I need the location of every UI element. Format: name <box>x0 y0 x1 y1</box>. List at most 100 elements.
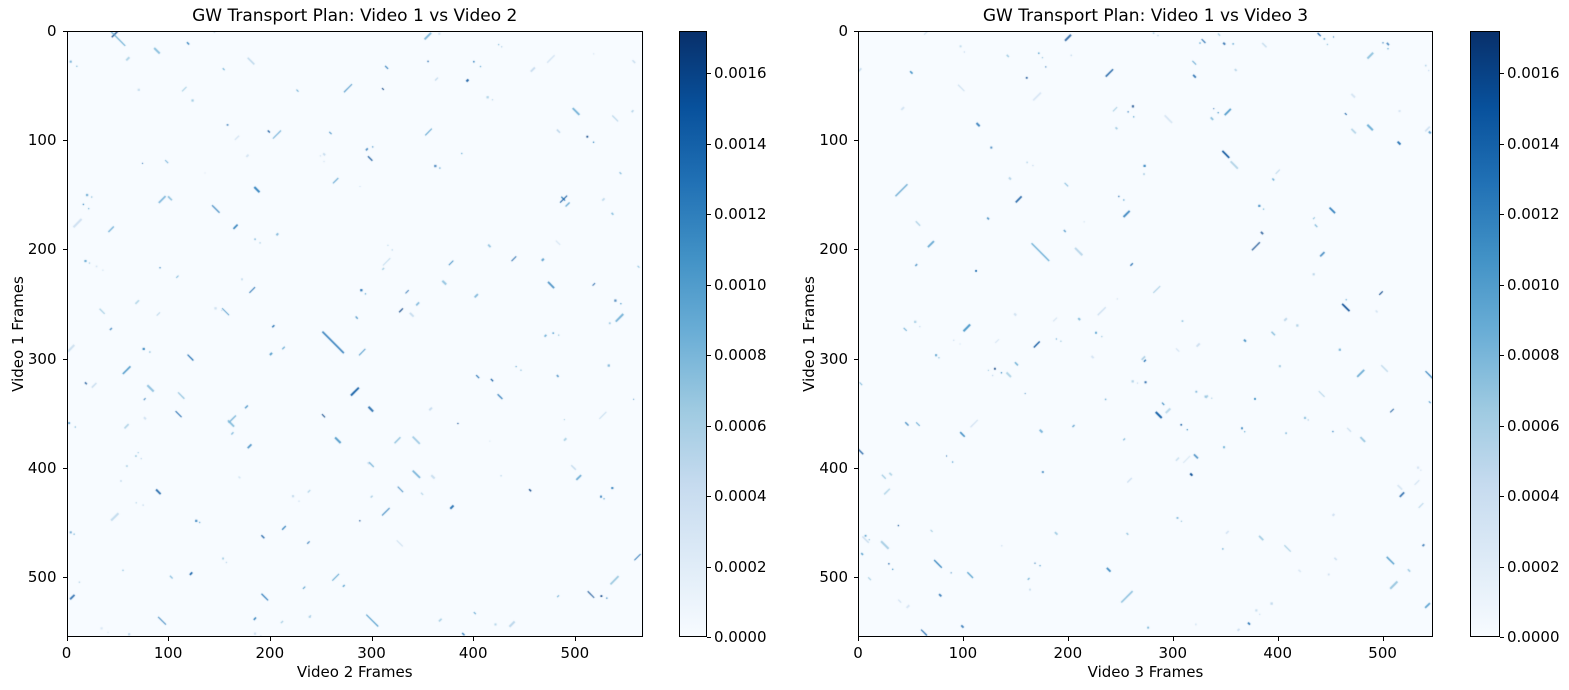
colorbar-tick-label: 0.0016 <box>714 64 767 83</box>
colorbar-tick-mark <box>707 214 711 216</box>
colorbar-tick-label: 0.0006 <box>1507 416 1560 435</box>
x-tick-label: 100 <box>948 644 978 662</box>
x-tick-label: 0 <box>61 644 72 662</box>
y-tick-mark <box>854 31 858 32</box>
colorbar-tick-mark <box>1500 73 1504 75</box>
plot2-ylabel: Video 1 Frames <box>798 31 820 637</box>
plot2-colorbar <box>1470 31 1500 637</box>
y-tick-label: 200 <box>27 240 57 259</box>
colorbar-tick-mark <box>1500 355 1504 357</box>
x-tick-label: 300 <box>357 644 386 662</box>
x-tick-mark <box>858 637 859 641</box>
x-tick-mark <box>168 637 170 641</box>
colorbar-tick-mark <box>707 284 711 286</box>
colorbar-tick-label: 0.0002 <box>1507 557 1560 576</box>
colorbar-tick-label: 0.0008 <box>714 346 767 365</box>
plot2-heatmap-canvas <box>858 31 1433 637</box>
plot1-colorbar <box>679 31 707 637</box>
x-tick-label: 500 <box>560 644 590 662</box>
x-tick-mark <box>1277 637 1279 641</box>
x-tick-label: 100 <box>153 644 183 662</box>
colorbar-tick-mark <box>1500 637 1504 638</box>
y-tick-mark <box>62 467 67 469</box>
colorbar-tick-label: 0.0006 <box>714 416 767 435</box>
colorbar-tick-mark <box>707 637 711 638</box>
colorbar-tick-mark <box>707 496 711 498</box>
y-tick-label: 400 <box>27 458 57 477</box>
x-tick-label: 400 <box>1263 644 1293 662</box>
colorbar-tick-mark <box>707 566 711 568</box>
colorbar-tick-label: 0.0004 <box>714 487 767 506</box>
y-tick-mark <box>854 467 858 469</box>
y-tick-mark <box>62 140 67 142</box>
y-tick-label: 100 <box>819 131 848 150</box>
y-tick-mark <box>62 31 67 32</box>
plot2-axes-frame <box>858 31 1433 637</box>
colorbar-tick-label: 0.0016 <box>1507 64 1560 83</box>
x-tick-mark <box>473 637 475 641</box>
x-tick-mark <box>1382 637 1384 641</box>
colorbar-tick-mark <box>707 355 711 357</box>
y-tick-label: 400 <box>819 458 848 477</box>
colorbar-tick-label: 0.0008 <box>1507 346 1560 365</box>
y-tick-label: 200 <box>819 240 848 259</box>
y-tick-label: 500 <box>27 567 57 586</box>
plot1-title: GW Transport Plan: Video 1 vs Video 2 <box>192 6 518 26</box>
plot1-axes-frame <box>66 31 643 637</box>
x-tick-mark <box>66 637 68 641</box>
x-tick-label: 200 <box>1053 644 1083 662</box>
y-tick-mark <box>854 358 858 360</box>
colorbar-tick-label: 0.0010 <box>1507 275 1560 294</box>
colorbar-tick-label: 0.0014 <box>1507 134 1560 153</box>
x-tick-mark <box>574 637 576 641</box>
x-tick-mark <box>1172 637 1174 641</box>
y-tick-mark <box>854 140 858 142</box>
colorbar-tick-mark <box>707 73 711 75</box>
y-tick-mark <box>62 576 67 578</box>
y-tick-mark <box>62 358 67 360</box>
colorbar-tick-label: 0.0004 <box>1507 487 1560 506</box>
x-tick-label: 0 <box>853 644 863 662</box>
colorbar-tick-label: 0.0000 <box>1507 628 1560 646</box>
plot1-heatmap-canvas <box>66 31 644 637</box>
colorbar-tick-mark <box>1500 496 1504 498</box>
y-tick-label: 0 <box>46 22 57 40</box>
colorbar-tick-mark <box>1500 143 1504 145</box>
colorbar-tick-label: 0.0010 <box>714 275 767 294</box>
y-tick-mark <box>62 249 67 251</box>
x-tick-mark <box>371 637 373 641</box>
x-tick-label: 400 <box>458 644 488 662</box>
colorbar-tick-mark <box>1500 214 1504 216</box>
plot2-ylabel-text: Video 1 Frames <box>800 276 819 392</box>
plot2-title: GW Transport Plan: Video 1 vs Video 3 <box>982 6 1309 26</box>
y-tick-mark <box>854 249 858 251</box>
x-tick-label: 500 <box>1368 644 1397 662</box>
plot2-xlabel: Video 3 Frames <box>1087 663 1204 681</box>
x-tick-label: 300 <box>1158 644 1188 662</box>
colorbar-tick-label: 0.0012 <box>714 205 767 224</box>
y-tick-label: 0 <box>838 22 848 40</box>
colorbar-tick-label: 0.0002 <box>714 557 767 576</box>
plot1-xlabel: Video 2 Frames <box>296 663 413 681</box>
y-tick-label: 300 <box>27 349 57 368</box>
y-tick-mark <box>854 576 858 578</box>
colorbar-tick-mark <box>1500 566 1504 568</box>
colorbar-tick-label: 0.0012 <box>1507 205 1560 224</box>
x-tick-label: 200 <box>255 644 285 662</box>
colorbar-tick-mark <box>707 143 711 145</box>
colorbar-tick-mark <box>707 425 711 427</box>
plot1-ylabel-text: Video 1 Frames <box>8 276 27 392</box>
plot1-ylabel: Video 1 Frames <box>7 31 29 637</box>
colorbar-tick-label: 0.0014 <box>714 134 767 153</box>
y-tick-label: 300 <box>819 349 848 368</box>
colorbar-tick-label: 0.0000 <box>714 628 767 646</box>
y-tick-label: 500 <box>819 567 848 586</box>
